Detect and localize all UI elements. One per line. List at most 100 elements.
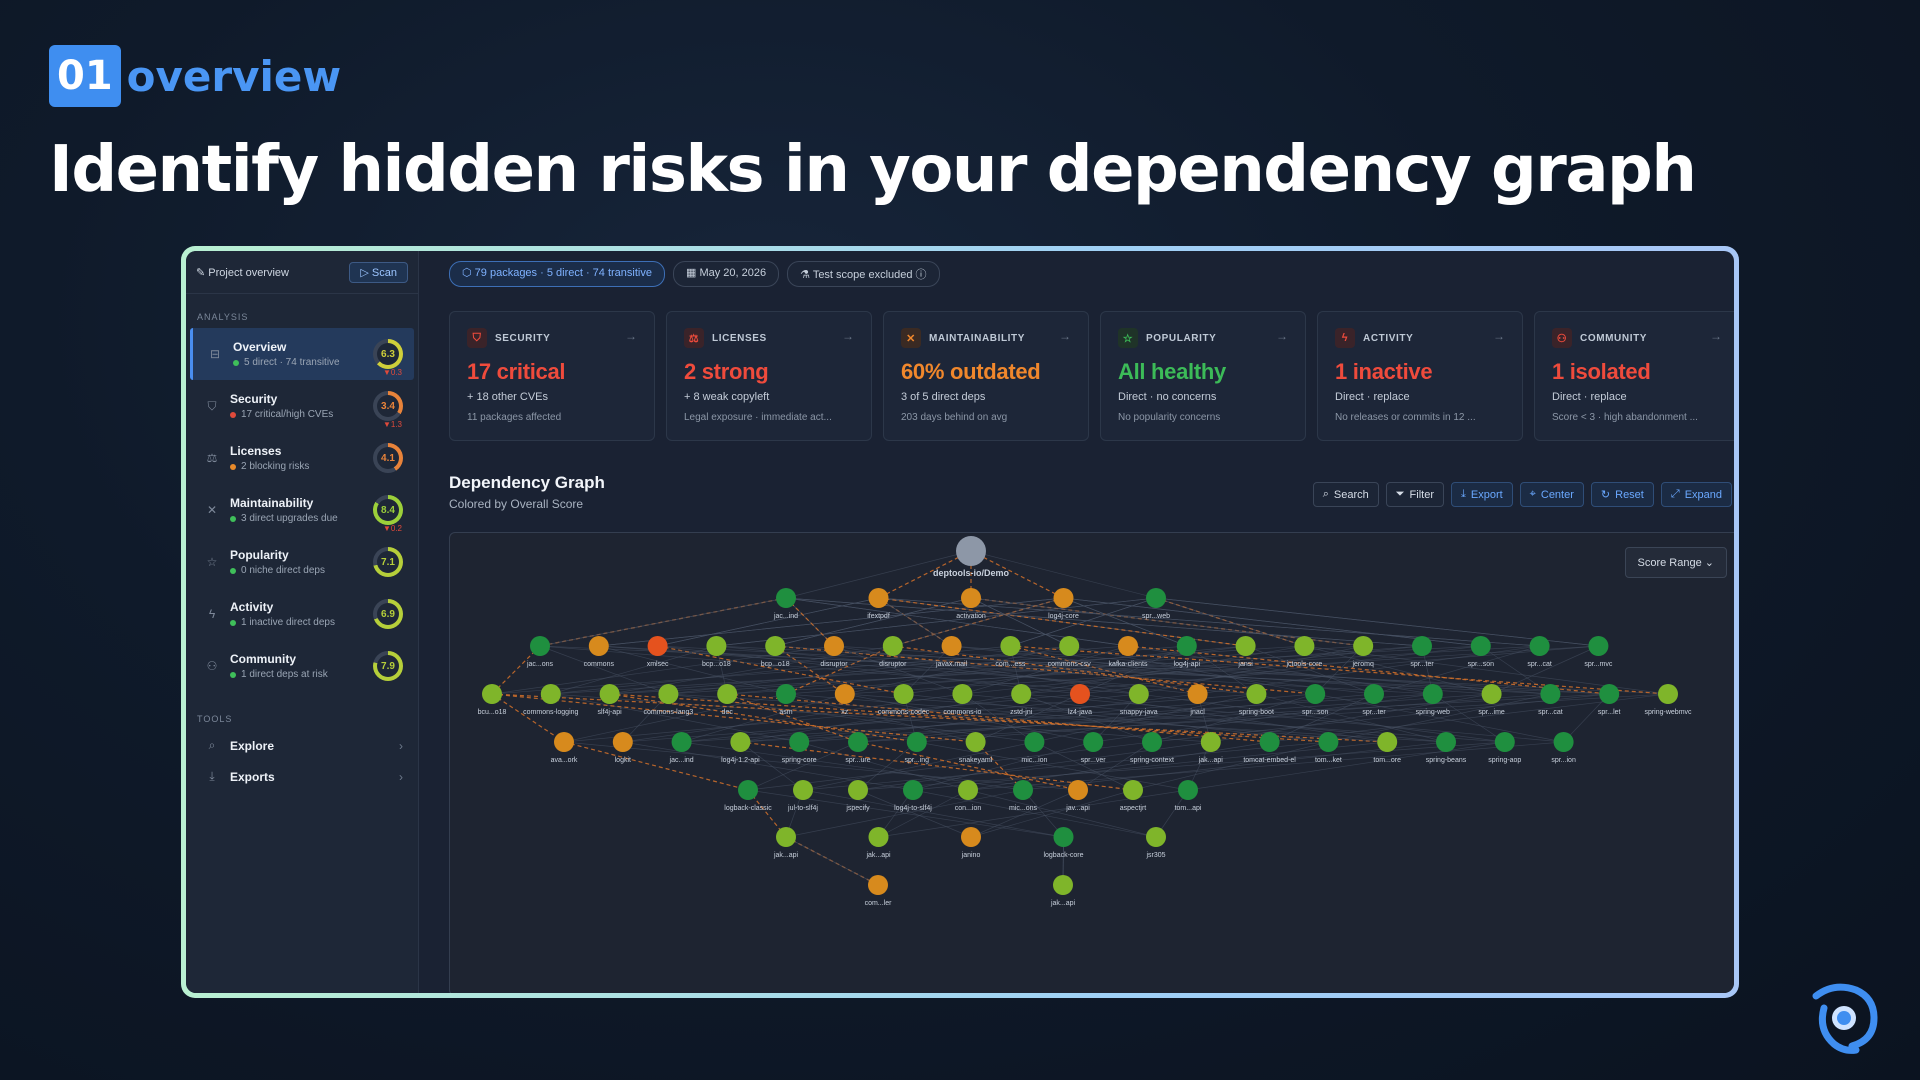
card-activity[interactable]: ϟ ACTIVITY → 1 inactive Direct · replace … <box>1317 311 1523 441</box>
graph-node[interactable] <box>952 684 973 704</box>
center-button[interactable]: ⌖ Center <box>1519 482 1584 507</box>
tool-item-explore[interactable]: ⌕ Explore › <box>190 730 414 761</box>
card-security[interactable]: ⛉ SECURITY → 17 critical + 18 other CVEs … <box>449 311 655 441</box>
graph-node[interactable] <box>1436 732 1456 752</box>
graph-node[interactable] <box>1599 684 1620 704</box>
graph-node[interactable] <box>1553 732 1574 752</box>
graph-node[interactable] <box>1422 684 1443 704</box>
graph-node[interactable] <box>1377 732 1398 752</box>
graph-node[interactable] <box>612 732 633 752</box>
graph-node[interactable] <box>1540 684 1561 704</box>
graph-node[interactable] <box>1142 732 1162 752</box>
graph-node[interactable] <box>1123 780 1143 800</box>
scan-button[interactable]: ▷ Scan <box>349 261 408 283</box>
arrow-right-icon[interactable]: → <box>1276 329 1288 343</box>
graph-node[interactable] <box>848 780 868 800</box>
graph-node[interactable] <box>554 732 574 752</box>
card-community[interactable]: ⚇ COMMUNITY → 1 isolated Direct · replace… <box>1534 311 1734 441</box>
graph-node[interactable] <box>1013 780 1033 800</box>
graph-node[interactable] <box>789 732 810 752</box>
graph-node[interactable] <box>540 684 561 704</box>
sidebar-item-overview[interactable]: ⊟ Overview 5 direct · 74 transitive 6.3 … <box>190 328 414 380</box>
graph-node[interactable] <box>956 536 986 566</box>
graph-node[interactable] <box>1128 684 1149 704</box>
graph-node[interactable] <box>482 684 502 704</box>
date-pill[interactable]: ▦ May 20, 2026 <box>672 261 780 287</box>
graph-node[interactable] <box>1068 780 1088 800</box>
graph-node[interactable] <box>1053 827 1074 847</box>
graph-node[interactable] <box>599 684 620 704</box>
card-maintainability[interactable]: ✕ MAINTAINABILITY → 60% outdated 3 of 5 d… <box>883 311 1089 441</box>
sidebar-item-licenses[interactable]: ⚖ Licenses 2 blocking risks 4.1 <box>190 432 414 484</box>
graph-node[interactable] <box>1494 732 1515 752</box>
graph-node[interactable] <box>906 732 927 752</box>
graph-node[interactable] <box>1235 636 1256 656</box>
project-overview-label[interactable]: ✎ Project overview <box>196 266 289 279</box>
score-range-dropdown[interactable]: Score Range ⌄ <box>1624 547 1727 578</box>
graph-node[interactable] <box>793 780 813 800</box>
expand-button[interactable]: ⤢ Expand <box>1660 482 1732 507</box>
graph-node[interactable] <box>1305 684 1326 704</box>
graph-node[interactable] <box>776 684 796 704</box>
graph-node[interactable] <box>776 827 796 847</box>
graph-node[interactable] <box>958 780 978 800</box>
graph-node[interactable] <box>1658 684 1678 704</box>
graph-node[interactable] <box>1259 732 1280 752</box>
graph-node[interactable] <box>824 636 844 656</box>
graph-node[interactable] <box>882 636 903 656</box>
graph-node[interactable] <box>1053 875 1073 895</box>
graph-node[interactable] <box>530 636 550 656</box>
graph-node[interactable] <box>1146 827 1166 847</box>
graph-node[interactable] <box>965 732 986 752</box>
graph-canvas[interactable]: deptools-io/Demo jac...ind ifextpdf activat… <box>450 533 1734 993</box>
graph-node[interactable] <box>1412 636 1432 656</box>
graph-node[interactable] <box>1588 636 1609 656</box>
filter-button[interactable]: ⏷ Filter <box>1385 482 1444 507</box>
sidebar-item-community[interactable]: ⚇ Community 1 direct deps at risk 7.9 <box>190 640 414 692</box>
card-popularity[interactable]: ☆ POPULARITY → All healthy Direct · no co… <box>1100 311 1306 441</box>
graph-node[interactable] <box>1176 636 1197 656</box>
sidebar-item-maintainability[interactable]: ✕ Maintainability 3 direct upgrades due … <box>190 484 414 536</box>
graph-node[interactable] <box>671 732 692 752</box>
graph-node[interactable] <box>1470 636 1491 656</box>
arrow-right-icon[interactable]: → <box>625 329 637 343</box>
graph-node[interactable] <box>1011 684 1032 704</box>
graph-node[interactable] <box>893 684 914 704</box>
graph-node[interactable] <box>1353 636 1374 656</box>
graph-node[interactable] <box>961 588 981 608</box>
arrow-right-icon[interactable]: → <box>842 329 854 343</box>
graph-node[interactable] <box>868 588 889 608</box>
graph-node[interactable] <box>738 780 758 800</box>
graph-node[interactable] <box>1178 780 1198 800</box>
graph-node[interactable] <box>658 684 679 704</box>
graph-node[interactable] <box>961 827 981 847</box>
graph-node[interactable] <box>647 636 668 656</box>
graph-node[interactable] <box>765 636 786 656</box>
graph-node[interactable] <box>1294 636 1315 656</box>
graph-node[interactable] <box>1053 588 1074 608</box>
graph-node[interactable] <box>1024 732 1045 752</box>
graph-node[interactable] <box>848 732 868 752</box>
packages-pill[interactable]: ⬡ 79 packages · 5 direct · 74 transitive <box>449 261 665 287</box>
search-button[interactable]: ⌕ Search <box>1312 482 1379 507</box>
graph-node[interactable] <box>1000 636 1021 656</box>
graph-node[interactable] <box>868 875 888 895</box>
sidebar-item-popularity[interactable]: ☆ Popularity 0 niche direct deps 7.1 <box>190 536 414 588</box>
dependency-graph[interactable]: deptools-io/Demo jac...ind ifextpdf activat… <box>449 532 1734 993</box>
graph-node[interactable] <box>1318 732 1339 752</box>
scope-pill[interactable]: ⚗ Test scope excluded ⓘ <box>787 261 940 287</box>
graph-node[interactable] <box>1200 732 1221 752</box>
graph-node[interactable] <box>1146 588 1166 608</box>
graph-node[interactable] <box>730 732 751 752</box>
graph-node[interactable] <box>588 636 609 656</box>
sidebar-item-security[interactable]: ⛉ Security 17 critical/high CVEs 3.4 ▼1.… <box>190 380 414 432</box>
graph-node[interactable] <box>1083 732 1104 752</box>
graph-node[interactable] <box>717 684 738 704</box>
graph-node[interactable] <box>1059 636 1080 656</box>
graph-node[interactable] <box>1070 684 1090 704</box>
graph-node[interactable] <box>1364 684 1384 704</box>
graph-node[interactable] <box>776 588 796 608</box>
arrow-right-icon[interactable]: → <box>1059 329 1071 343</box>
arrow-right-icon[interactable]: → <box>1710 329 1722 343</box>
tool-item-exports[interactable]: ⤓ Exports › <box>190 761 414 792</box>
